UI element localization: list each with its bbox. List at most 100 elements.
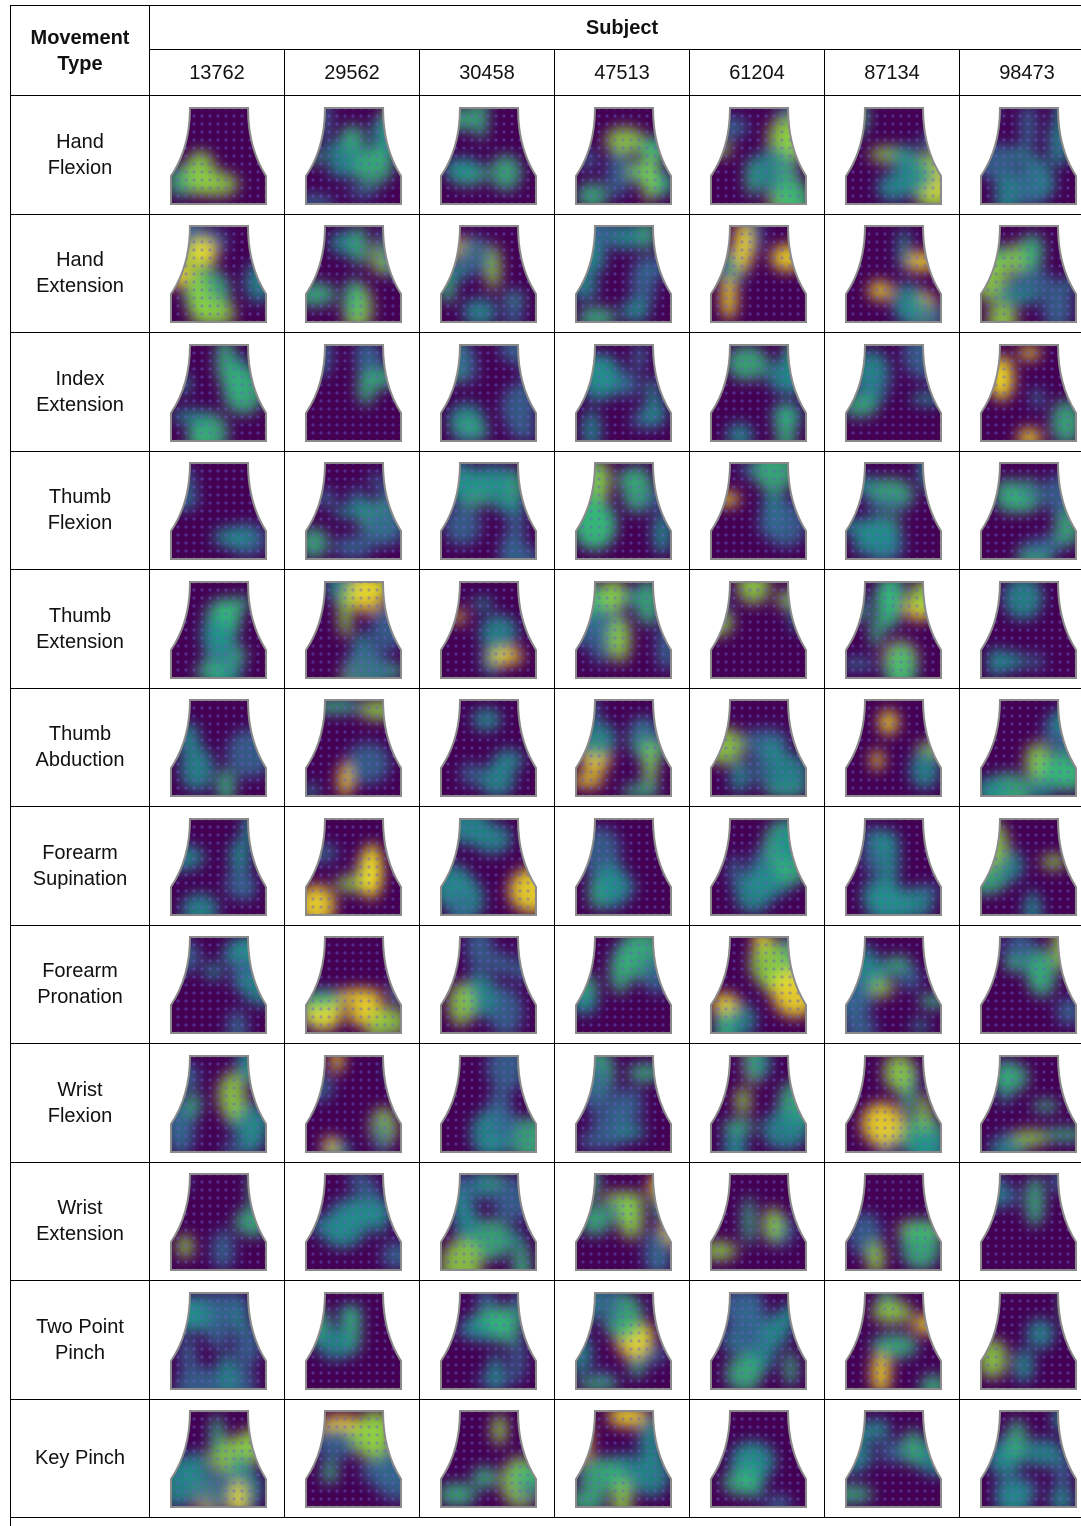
- electrode-dots: [981, 818, 1076, 915]
- heatmap-blob: [386, 1063, 401, 1080]
- heatmap-body: [576, 818, 671, 915]
- heatmap: [440, 1291, 537, 1390]
- heatmap: [575, 936, 672, 1035]
- heatmap-blob: [1061, 1292, 1076, 1326]
- heatmap: [575, 1291, 672, 1390]
- heatmap-outline: [575, 106, 672, 205]
- heatmap-cell: [420, 333, 555, 452]
- heatmap-outline: [305, 936, 402, 1035]
- heatmap-cell: [825, 451, 960, 570]
- heatmap-blob: [171, 1292, 187, 1329]
- heatmap-cell: [150, 1399, 285, 1518]
- heatmap-cell: [555, 451, 690, 570]
- electrode-dots: [981, 1055, 1076, 1152]
- heatmap-cell: [420, 570, 555, 689]
- heatmap-outline: [170, 1173, 267, 1272]
- movement-label: Index Extension: [36, 367, 124, 416]
- movement-cell: Forearm Pronation: [11, 925, 150, 1044]
- heatmap-outline: [575, 225, 672, 324]
- heatmap-outline: [980, 936, 1077, 1035]
- heatmap-body: [981, 226, 1076, 323]
- heatmap-outline: [710, 1291, 807, 1390]
- heatmap-outline: [845, 580, 942, 679]
- heatmap-cell: [555, 807, 690, 926]
- heatmap-cell: [420, 96, 555, 215]
- heatmap-outline: [980, 225, 1077, 324]
- heatmap-cell: [555, 1044, 690, 1163]
- heatmap-cell: [555, 570, 690, 689]
- heatmap: [305, 936, 402, 1035]
- heatmap: [980, 1173, 1077, 1272]
- heatmap: [980, 1410, 1077, 1509]
- heatmap: [575, 225, 672, 324]
- heatmap-outline: [980, 1173, 1077, 1272]
- heatmap-outline: [305, 1410, 402, 1509]
- heatmap-outline: [170, 462, 267, 561]
- heatmap: [575, 343, 672, 442]
- heatmap: [440, 817, 537, 916]
- heatmap-cell: [960, 570, 1081, 689]
- heatmap: [305, 699, 402, 798]
- heatmap: [440, 462, 537, 561]
- movement-label: Wrist Flexion: [47, 1078, 113, 1127]
- heatmap-cell: [960, 689, 1081, 807]
- heatmap-outline: [845, 462, 942, 561]
- subject-cell: 13762: [150, 50, 285, 96]
- heatmap-cell: [555, 333, 690, 452]
- heatmap-outline: [575, 1054, 672, 1153]
- heatmap-cell: [960, 807, 1081, 926]
- heatmap-cell: [825, 925, 960, 1044]
- heatmap-outline: [305, 1054, 402, 1153]
- heatmap-outline: [170, 817, 267, 916]
- heatmap-outline: [170, 699, 267, 798]
- heatmap-cell: [825, 1399, 960, 1518]
- heatmap-outline: [710, 225, 807, 324]
- electrode-dots: [981, 700, 1076, 797]
- heatmap-cell: [285, 1399, 420, 1518]
- heatmap-cell: [960, 1400, 1081, 1518]
- subject-id: 98473: [999, 61, 1055, 84]
- heatmap: [710, 343, 807, 442]
- heatmap-cell: [420, 1162, 555, 1281]
- heatmap-body: [981, 700, 1076, 797]
- heatmap-cell: [285, 1162, 420, 1281]
- movement-label: Hand Extension: [36, 249, 124, 298]
- heatmap-cell: [555, 1399, 690, 1518]
- subject-id: 47513: [594, 61, 650, 84]
- heatmap-body: [441, 818, 536, 915]
- heatmap-outline: [170, 936, 267, 1035]
- heatmap-blob: [981, 937, 998, 957]
- heatmap: [710, 1173, 807, 1272]
- heatmap: [845, 936, 942, 1035]
- heatmap: [170, 225, 267, 324]
- heatmap-cell: [420, 1044, 555, 1163]
- heatmap: [575, 580, 672, 679]
- heatmap-cell: [825, 1162, 960, 1281]
- movement-cell: Forearm Supination: [11, 807, 150, 926]
- heatmap-blob: [711, 593, 728, 617]
- heatmap-body: [441, 1411, 536, 1508]
- heatmap-outline: [845, 106, 942, 205]
- heatmap-outline: [305, 106, 402, 205]
- column-group-cell: Subject: [150, 6, 1081, 50]
- heatmap: [845, 225, 942, 324]
- electrode-dots: [981, 1174, 1076, 1271]
- heatmap-cell: [825, 1281, 960, 1400]
- heatmap-outline: [710, 106, 807, 205]
- heatmap-cell: [690, 96, 825, 215]
- heatmap-body: [981, 344, 1076, 441]
- heatmap: [710, 580, 807, 679]
- heatmap-outline: [305, 1173, 402, 1272]
- electrode-dots: [981, 344, 1076, 441]
- heatmap-cell: [285, 96, 420, 215]
- movement-label: Two Point Pinch: [36, 1315, 124, 1364]
- electrode-dots: [981, 107, 1076, 204]
- movement-label: Thumb Flexion: [47, 486, 113, 535]
- heatmap-cell: [690, 570, 825, 689]
- heatmap-body: [981, 818, 1076, 915]
- heatmap: [845, 462, 942, 561]
- heatmap: [980, 106, 1077, 205]
- row-header: Movement Type: [30, 26, 130, 75]
- heatmap: [575, 106, 672, 205]
- heatmap: [170, 343, 267, 442]
